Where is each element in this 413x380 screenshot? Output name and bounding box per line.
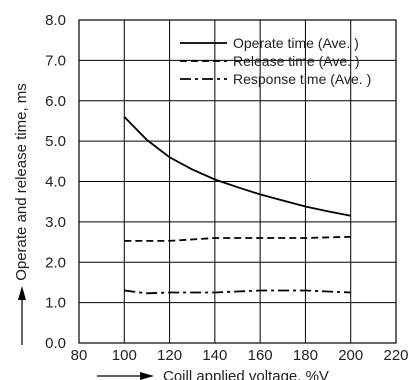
series-line-3 [124,289,351,295]
legend-label: Operate time (Ave. ) [233,35,359,51]
y-tick-label: 2.0 [45,254,66,271]
y-axis-arrow [18,286,26,345]
x-tick-label: 140 [202,347,227,364]
y-tick-label: 1.0 [45,295,66,312]
series-line-1 [123,116,351,217]
x-tick-label: 100 [112,347,137,364]
y-tick-label: 7.0 [45,52,66,69]
x-axis-label: Coill applied voltage, %V [163,368,329,380]
plot-frame [78,19,397,344]
legend-label: Response time (Ave. ) [233,71,371,87]
series-line-2 [124,235,351,242]
y-tick-label: 8.0 [45,12,66,29]
y-tick-label: 3.0 [45,214,66,231]
legend: Operate time (Ave. ) Release time (Ave. )… [180,35,371,87]
y-axis-ticks: 0.0 1.0 2.0 3.0 4.0 5.0 6.0 7.0 8.0 [45,12,66,352]
y-tick-label: 4.0 [45,174,66,191]
x-tick-label: 160 [248,347,273,364]
x-tick-label: 120 [157,347,182,364]
legend-label: Release time (Ave. ) [233,53,360,69]
y-tick-label: 0.0 [45,335,66,352]
grid-lines [79,20,396,343]
y-tick-label: 6.0 [45,93,66,110]
x-tick-label: 200 [338,347,363,364]
x-tick-label: 80 [71,347,88,364]
series-lines [123,116,351,295]
x-axis-ticks: 80 100 120 140 160 180 200 220 [71,347,409,364]
x-axis-arrow [97,372,154,380]
x-tick-label: 180 [293,347,318,364]
y-tick-label: 5.0 [45,133,66,150]
y-axis-title: Operate and release time, ms [13,83,30,281]
y-axis-label: Operate and release time, ms [13,83,30,281]
x-tick-label: 220 [383,347,408,364]
